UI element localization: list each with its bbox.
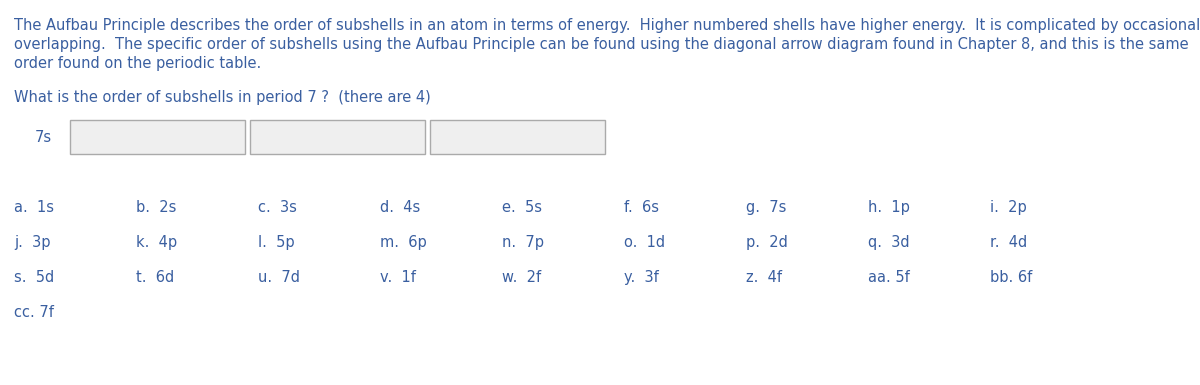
Text: r.  4d: r. 4d [990,235,1027,250]
Text: l.  5p: l. 5p [258,235,295,250]
Text: 7s: 7s [35,129,52,144]
Text: z.  4f: z. 4f [746,270,782,285]
Text: t.  6d: t. 6d [136,270,174,285]
Text: o.  1d: o. 1d [624,235,665,250]
Text: m.  6p: m. 6p [380,235,427,250]
Text: q.  3d: q. 3d [868,235,910,250]
Text: c.  3s: c. 3s [258,200,296,215]
Text: y.  3f: y. 3f [624,270,659,285]
Text: overlapping.  The specific order of subshells using the Aufbau Principle can be : overlapping. The specific order of subsh… [14,37,1189,52]
Bar [250,120,425,154]
Text: j.  3p: j. 3p [14,235,50,250]
Text: f.  6s: f. 6s [624,200,659,215]
Text: The Aufbau Principle describes the order of subshells in an atom in terms of ene: The Aufbau Principle describes the order… [14,18,1200,33]
Text: d.  4s: d. 4s [380,200,420,215]
Text: k.  4p: k. 4p [136,235,178,250]
Text: order found on the periodic table.: order found on the periodic table. [14,56,262,71]
Text: What is the order of subshells in period 7 ?  (there are 4): What is the order of subshells in period… [14,90,431,105]
Text: w.  2f: w. 2f [502,270,541,285]
Text: bb. 6f: bb. 6f [990,270,1032,285]
Text: u.  7d: u. 7d [258,270,300,285]
Text: cc. 7f: cc. 7f [14,305,54,320]
Text: aa. 5f: aa. 5f [868,270,910,285]
Text: i.  2p: i. 2p [990,200,1027,215]
Text: h.  1p: h. 1p [868,200,910,215]
Text: b.  2s: b. 2s [136,200,176,215]
Bar [70,120,245,154]
Text: n.  7p: n. 7p [502,235,544,250]
Text: e.  5s: e. 5s [502,200,542,215]
Text: p.  2d: p. 2d [746,235,788,250]
Text: v.  1f: v. 1f [380,270,416,285]
Text: g.  7s: g. 7s [746,200,786,215]
Bar [430,120,605,154]
Text: s.  5d: s. 5d [14,270,54,285]
Text: a.  1s: a. 1s [14,200,54,215]
